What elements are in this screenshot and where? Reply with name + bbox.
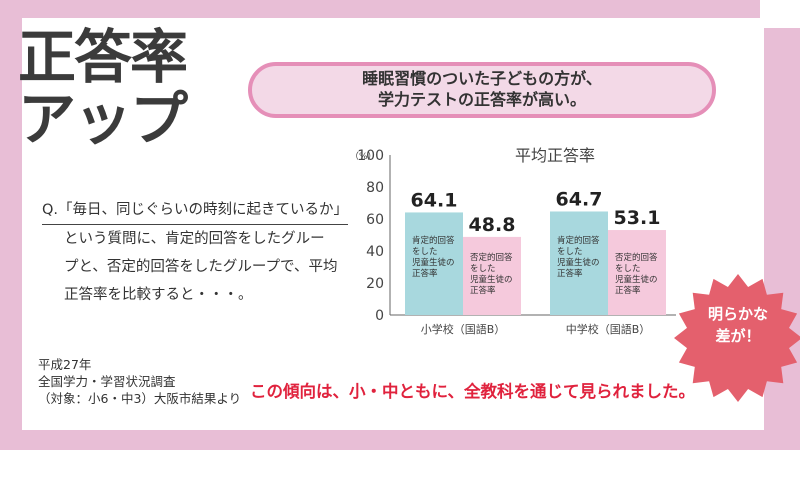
y-tick-label: 20: [366, 276, 384, 292]
x-category-label: 中学校（国語B）: [566, 322, 651, 336]
bar-inner-label: をした: [557, 247, 583, 257]
bar-inner-label: 否定的回答: [470, 252, 513, 263]
bar-inner-label: 正答率: [615, 285, 641, 296]
source-line-3: （対象：小6・中3）大阪市結果より: [38, 391, 242, 406]
bar-negative: [608, 230, 666, 315]
source-line-1: 平成27年: [38, 357, 92, 372]
burst-text: 明らかな 差が！: [672, 303, 800, 347]
question-line-1: Q.「毎日、同じぐらいの時刻に起きているか」: [42, 196, 349, 225]
source-note: 平成27年 全国学力・学習状況調査 （対象：小6・中3）大阪市結果より: [38, 356, 241, 407]
y-tick-label: 40: [366, 244, 384, 260]
bar-inner-label: をした: [470, 264, 496, 274]
x-category-label: 小学校（国語B）: [421, 322, 506, 336]
bar-inner-label: 児童生徒の: [412, 257, 455, 268]
bar-inner-label: をした: [412, 247, 438, 257]
bar-inner-label: 正答率: [557, 268, 583, 279]
bar-value-label: 53.1: [614, 207, 661, 229]
y-tick-label: 100: [357, 148, 384, 164]
headline-line-1: 睡眠習慣のついた子どもの方が、: [362, 69, 602, 89]
bar-inner-label: 児童生徒の: [557, 257, 600, 268]
bar-positive: [405, 212, 463, 315]
bar-inner-label: 肯定的回答: [412, 235, 455, 246]
bar-inner-label: 正答率: [412, 268, 438, 279]
y-tick-label: 60: [366, 212, 384, 228]
starburst-shape: [674, 274, 800, 402]
question-line-3: プと、否定的回答をしたグループで、平均: [64, 259, 338, 275]
bar-positive: [550, 211, 608, 315]
bar-negative: [463, 236, 521, 315]
bar-value-label: 64.1: [411, 189, 458, 211]
title-line-2: アップ: [18, 85, 188, 153]
y-tick-label: 0: [375, 308, 384, 324]
question-block: Q.「毎日、同じぐらいの時刻に起きているか」 という質問に、肯定的回答をしたグル…: [42, 196, 349, 309]
y-tick-label: 80: [366, 180, 384, 196]
bar-inner-label: 児童生徒の: [470, 274, 513, 285]
headline-line-2: 学力テストの正答率が高い。: [377, 90, 586, 109]
bar-inner-label: 正答率: [470, 285, 496, 296]
bar-inner-label: 児童生徒の: [615, 274, 658, 285]
burst-line-2: 差が！: [715, 327, 761, 345]
bar-inner-label: をした: [615, 264, 641, 274]
y-unit-label: （%）: [350, 151, 377, 162]
title-line-1: 正答率: [18, 23, 188, 91]
footer-note: この傾向は、小・中ともに、全教科を通じて見られました。: [250, 382, 696, 401]
title-badge: 正答率 アップ: [18, 23, 188, 153]
source-line-2: 全国学力・学習状況調査: [38, 374, 176, 389]
frame-corner: [760, 0, 800, 28]
burst-line-1: 明らかな: [707, 305, 768, 323]
question-line-4: 正答率を比較すると・・・。: [64, 287, 253, 303]
starburst-badge: [674, 274, 800, 402]
bar-inner-label: 否定的回答: [615, 252, 658, 263]
bar-inner-label: 肯定的回答: [557, 235, 600, 246]
bar-value-label: 48.8: [469, 214, 516, 236]
question-line-2: という質問に、肯定的回答をしたグルー: [64, 231, 325, 247]
bar-value-label: 64.7: [556, 188, 603, 210]
headline-box: 睡眠習慣のついた子どもの方が、 学力テストの正答率が高い。: [248, 62, 716, 118]
chart-title: 平均正答率: [515, 146, 595, 165]
